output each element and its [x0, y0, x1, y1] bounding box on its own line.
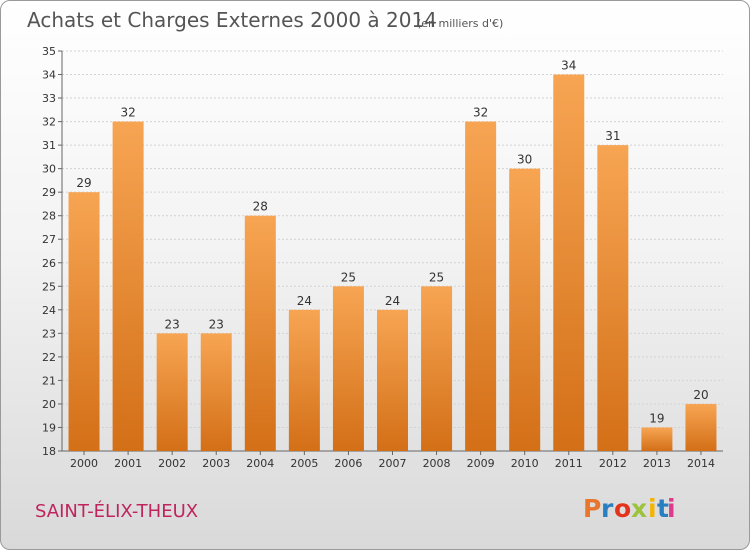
x-tick-label: 2012 — [599, 457, 627, 470]
bar-2006 — [332, 286, 364, 451]
value-label: 19 — [649, 411, 664, 425]
chart-title: Achats et Charges Externes 2000 à 2014 — [27, 8, 437, 32]
value-label: 29 — [76, 176, 91, 190]
value-label: 24 — [297, 294, 312, 308]
x-tick-label: 2003 — [202, 457, 230, 470]
x-tick-label: 2008 — [423, 457, 451, 470]
y-tick-label: 18 — [42, 445, 56, 458]
logo-letter: i — [648, 494, 657, 523]
y-tick-label: 31 — [42, 139, 56, 152]
y-tick-label: 34 — [42, 69, 56, 82]
bar-2007 — [377, 309, 408, 451]
value-label: 25 — [341, 270, 356, 284]
y-tick-label: 35 — [42, 45, 56, 58]
y-tick-label: 25 — [42, 280, 56, 293]
y-tick-labels: 18 19 20 21 22 23 24 25 26 27 28 29 30 31 32 33 34 35 — [42, 45, 62, 458]
logo-letter: t — [657, 494, 669, 523]
x-tick-label: 2011 — [555, 457, 583, 470]
y-tick-label: 29 — [42, 186, 56, 199]
value-label: 31 — [605, 129, 620, 143]
value-label: 32 — [120, 106, 135, 120]
value-label: 28 — [253, 200, 268, 214]
y-tick-label: 26 — [42, 257, 56, 270]
x-tick-label: 2013 — [643, 457, 671, 470]
y-tick-label: 27 — [42, 233, 56, 246]
value-label: 23 — [165, 317, 180, 331]
x-tick-label: 2002 — [158, 457, 186, 470]
x-tick-label: 2001 — [114, 457, 142, 470]
x-tick-label: 2005 — [290, 457, 318, 470]
bar-2008 — [421, 286, 453, 451]
bar-2003 — [200, 333, 232, 451]
x-tick-label: 2004 — [246, 457, 274, 470]
value-labels: 29 32 23 23 28 24 25 24 25 32 30 34 31 19 20 — [76, 59, 708, 426]
commune-name: SAINT-ÉLIX-THEUX — [35, 500, 198, 522]
chart-unit: (en milliers d'€) — [417, 17, 503, 30]
y-tick-label: 20 — [42, 398, 56, 411]
y-tick-label: 28 — [42, 210, 56, 223]
logo-letter: P — [583, 494, 601, 523]
value-label: 32 — [473, 106, 488, 120]
logo-letter: i — [667, 494, 676, 523]
x-tick-label: 2009 — [467, 457, 495, 470]
bar-2009 — [465, 121, 497, 452]
bar-2010 — [509, 168, 541, 451]
y-tick-label: 33 — [42, 92, 56, 105]
bars — [68, 74, 717, 452]
logo-letter: x — [631, 494, 647, 523]
value-label: 34 — [561, 59, 576, 73]
y-tick-label: 19 — [42, 421, 56, 434]
x-tick-label: 2014 — [687, 457, 715, 470]
bar-2013 — [641, 427, 673, 451]
x-tick-label: 2000 — [70, 457, 98, 470]
bar-2004 — [244, 215, 276, 451]
bar-2014 — [685, 403, 717, 451]
value-label: 20 — [693, 388, 708, 402]
logo-letter: r — [601, 494, 614, 523]
bar-2005 — [288, 309, 320, 451]
y-tick-label: 21 — [42, 374, 56, 387]
value-label: 23 — [209, 317, 224, 331]
value-label: 30 — [517, 153, 532, 167]
y-tick-label: 24 — [42, 304, 56, 317]
bar-2001 — [112, 121, 144, 452]
bar-2000 — [68, 192, 100, 452]
y-tick-label: 30 — [42, 163, 56, 176]
value-label: 24 — [385, 294, 400, 308]
logo-letter: o — [614, 494, 631, 523]
value-label: 25 — [429, 270, 444, 284]
bar-2011 — [553, 74, 585, 451]
x-tick-label: 2010 — [511, 457, 539, 470]
x-tick-labels: 2000 2001 2002 2003 2004 2005 2006 2007 2008 2009… — [70, 451, 715, 470]
bar-2002 — [156, 333, 188, 451]
x-tick-label: 2006 — [334, 457, 362, 470]
y-tick-label: 23 — [42, 327, 56, 340]
bar-2012 — [597, 145, 629, 451]
x-tick-label: 2007 — [379, 457, 407, 470]
y-tick-label: 22 — [42, 351, 56, 364]
y-tick-label: 32 — [42, 116, 56, 129]
